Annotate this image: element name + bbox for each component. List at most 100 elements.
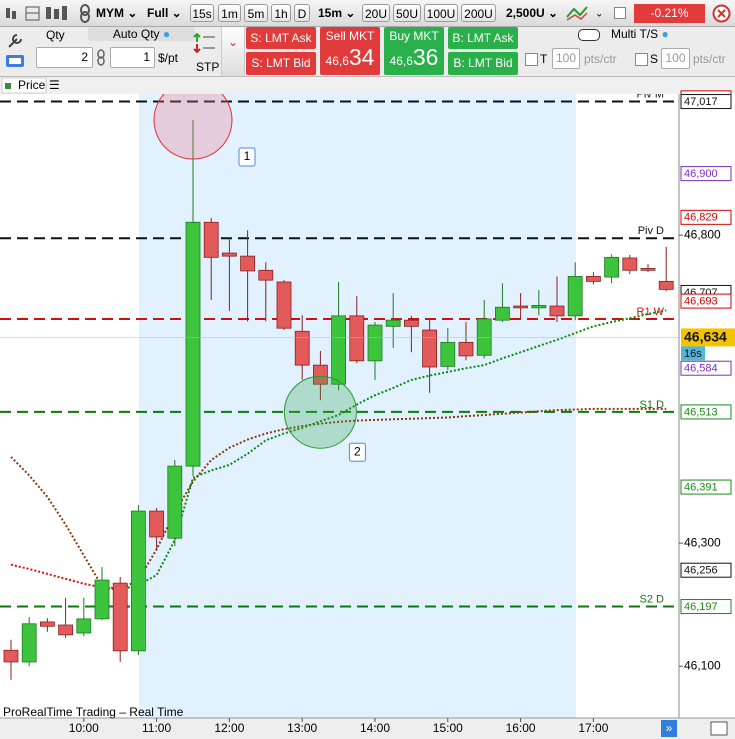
units-button[interactable]: 100U (424, 4, 458, 22)
candle-body (458, 341, 474, 357)
buy-limit-ask[interactable]: B: LMT Ask (448, 27, 518, 49)
candle-body (331, 315, 347, 385)
period-button[interactable]: D (294, 4, 310, 22)
stp-icon[interactable] (193, 32, 217, 54)
toolbar: MYM ⌄ Full ⌄ 15s 1m 5m 1h D 15m ⌄ 20U 50… (0, 0, 735, 27)
timeframe: 15m (318, 6, 343, 20)
x-tick-label: 15:00 (433, 721, 463, 735)
candle-body (385, 319, 401, 327)
buy-market[interactable]: Buy MKT 46,636 (384, 27, 444, 75)
units-button[interactable]: 20U (362, 4, 390, 22)
multi-ts: Multi T/S (611, 27, 659, 41)
sell-price: 34 (348, 44, 375, 70)
auto-qty[interactable]: Auto Qty ● (88, 27, 195, 41)
unit-count-select[interactable]: 2,500U ⌄ (506, 6, 559, 20)
unit-count: 2,500U (506, 6, 545, 20)
price-tag (680, 599, 732, 615)
price-tag (680, 404, 732, 420)
chart-style-icon[interactable]: ⌄ (565, 3, 607, 24)
period-button[interactable]: 15s (190, 4, 214, 22)
x-tick-label: 17:00 (578, 721, 608, 735)
candle-body (658, 280, 674, 290)
candle-body (622, 257, 638, 271)
candle-body (640, 268, 656, 271)
period-button[interactable]: 5m (244, 4, 268, 22)
tool-icons[interactable] (5, 31, 25, 71)
candle-body (312, 364, 328, 385)
stop-input[interactable]: 100 (661, 48, 690, 69)
chart-header (0, 77, 735, 94)
y-tick-label: 46,100 (684, 658, 721, 672)
link-icon[interactable] (77, 4, 93, 23)
price-tag (680, 562, 732, 578)
qty-input[interactable]: 2 (36, 47, 93, 68)
view-select[interactable]: Full ⌄ (147, 6, 182, 20)
buy-limit-bid[interactable]: B: LMT Bid (448, 52, 518, 75)
scroll-end-button[interactable] (661, 720, 677, 737)
order-type-toggle[interactable]: ⌄ (221, 27, 245, 76)
close-icon[interactable] (712, 4, 731, 23)
tab-icon (5, 83, 11, 89)
units-button[interactable]: 50U (393, 4, 421, 22)
toolbar-icons (6, 6, 67, 21)
candle-body (476, 318, 492, 356)
price-tab[interactable] (1, 77, 47, 94)
level-label: S2 D (640, 593, 665, 605)
candle-body (76, 618, 92, 634)
period-button[interactable]: 1h (271, 4, 291, 22)
annotation-circle (153, 94, 233, 160)
stop-checkbox[interactable] (635, 53, 648, 66)
price-tag-label: 46,693 (684, 295, 718, 307)
candle-body (567, 276, 583, 317)
link-icon[interactable] (95, 49, 107, 67)
buy-price: 36 (412, 44, 439, 70)
candle-body (549, 305, 565, 317)
buy-mkt-label: Buy MKT (389, 29, 439, 43)
target-checkbox[interactable] (525, 53, 538, 66)
candle-body (149, 510, 165, 538)
candle-body (185, 221, 201, 467)
buy-price-prefix: 46,6 (389, 54, 413, 68)
price-change: -0.21% (634, 4, 705, 23)
annotation-box (238, 147, 256, 167)
per-point-input[interactable]: 1 (110, 47, 155, 68)
stop-unit: pts/ctr (693, 52, 726, 66)
session-shading (139, 94, 576, 718)
price-tag (680, 166, 732, 182)
timeframe-select[interactable]: 15m ⌄ (318, 6, 356, 20)
order-panel: Qty Auto Qty ● 2 1 $/pt STP ⌄ S: LMT Ask… (0, 27, 735, 77)
stp-label[interactable]: STP (196, 60, 220, 74)
candle-body (130, 510, 146, 652)
price-tag (680, 479, 732, 495)
price-tag-label: 46,197 (684, 601, 718, 613)
y-tick-label: 46,800 (684, 227, 721, 241)
units-button[interactable]: 200U (461, 4, 496, 22)
price-tag-label: 46,829 (684, 212, 718, 224)
price-tag-label: 46,900 (684, 168, 718, 180)
candle-body (240, 255, 256, 272)
checkbox[interactable] (614, 7, 626, 19)
price-tag (680, 293, 732, 309)
y-tick-label: 46,300 (684, 535, 721, 549)
sell-market[interactable]: Sell MKT 46,634 (320, 27, 380, 75)
menu-icon[interactable]: ☰ (49, 78, 60, 92)
current-price-tag (681, 328, 735, 347)
sell-limit-ask[interactable]: S: LMT Ask (246, 27, 316, 49)
period-button[interactable]: 1m (218, 4, 241, 22)
annotation-box (348, 442, 366, 462)
annotation-label: 2 (354, 444, 361, 458)
chart-title: Price (18, 78, 46, 92)
qty-label: Qty (46, 28, 65, 42)
candle-body (349, 315, 365, 362)
settings-icon[interactable] (710, 721, 728, 736)
symbol-select[interactable]: MYM ⌄ (96, 6, 138, 20)
multi-ts-toggle[interactable] (578, 29, 600, 41)
moving-average (119, 309, 667, 591)
target-input[interactable]: 100 (552, 48, 580, 69)
candle-body (94, 579, 110, 620)
sell-limit-bid[interactable]: S: LMT Bid (246, 52, 316, 75)
price-tag (680, 94, 732, 110)
price-tag (680, 209, 732, 225)
candle-body (221, 252, 237, 257)
target-label: T (540, 52, 548, 66)
